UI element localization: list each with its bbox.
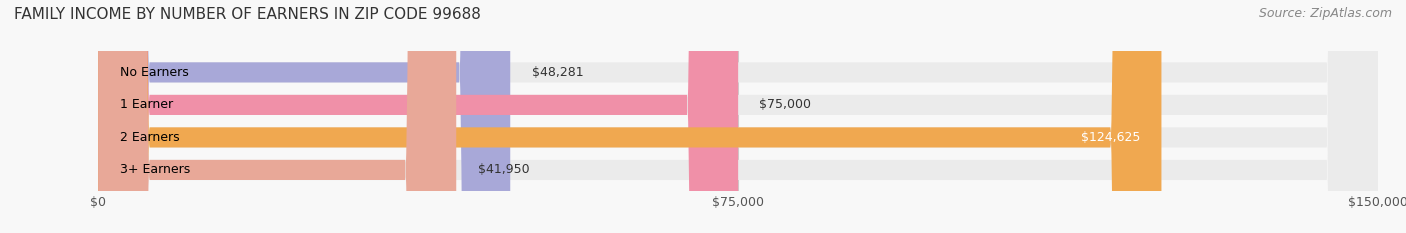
FancyBboxPatch shape (98, 0, 1378, 233)
Text: $124,625: $124,625 (1081, 131, 1140, 144)
Text: 1 Earner: 1 Earner (120, 98, 173, 111)
Text: $75,000: $75,000 (759, 98, 811, 111)
FancyBboxPatch shape (98, 0, 1161, 233)
FancyBboxPatch shape (98, 0, 510, 233)
Text: 2 Earners: 2 Earners (120, 131, 180, 144)
Text: No Earners: No Earners (120, 66, 188, 79)
Text: $48,281: $48,281 (531, 66, 583, 79)
Text: Source: ZipAtlas.com: Source: ZipAtlas.com (1258, 7, 1392, 20)
FancyBboxPatch shape (98, 0, 1378, 233)
FancyBboxPatch shape (98, 0, 1378, 233)
Text: FAMILY INCOME BY NUMBER OF EARNERS IN ZIP CODE 99688: FAMILY INCOME BY NUMBER OF EARNERS IN ZI… (14, 7, 481, 22)
Text: 3+ Earners: 3+ Earners (120, 163, 190, 176)
Text: $41,950: $41,950 (478, 163, 529, 176)
FancyBboxPatch shape (98, 0, 456, 233)
FancyBboxPatch shape (98, 0, 738, 233)
FancyBboxPatch shape (98, 0, 1378, 233)
